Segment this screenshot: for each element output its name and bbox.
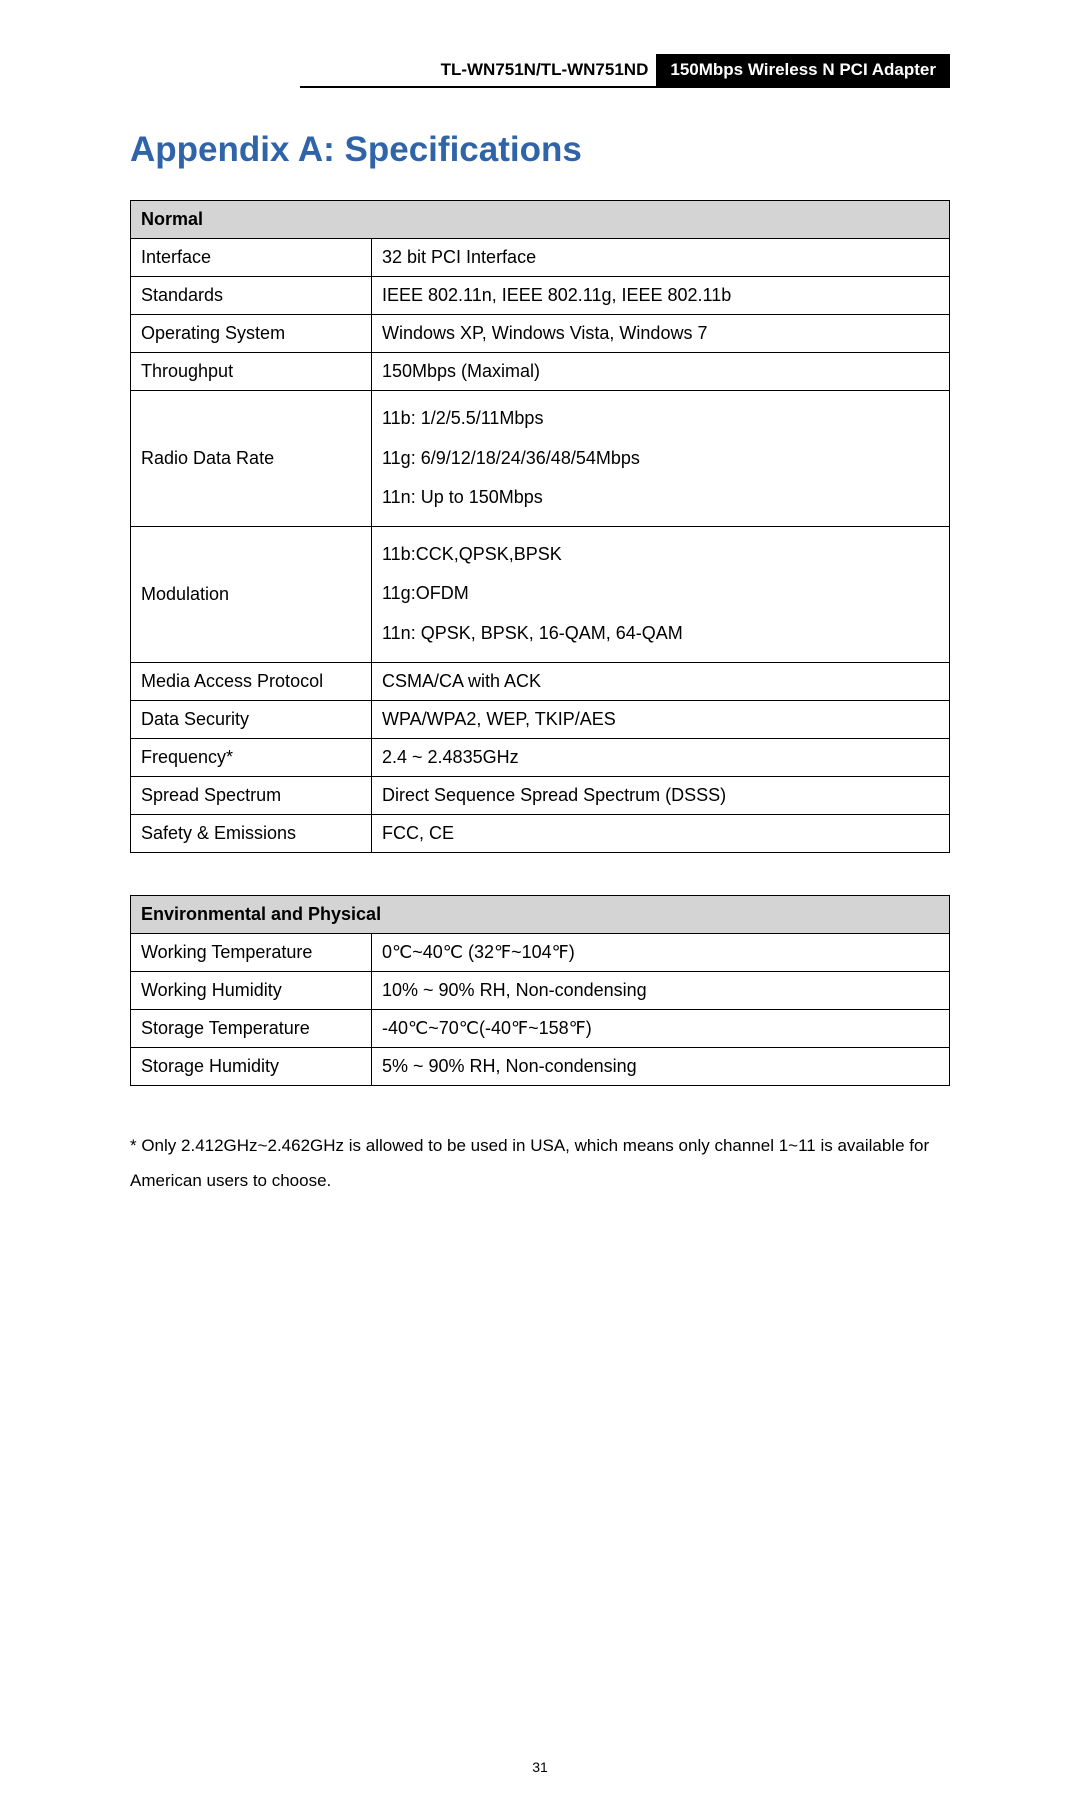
spec-value: -40℃~70℃(-40℉~158℉): [372, 1009, 950, 1047]
spec-value: IEEE 802.11n, IEEE 802.11g, IEEE 802.11b: [372, 277, 950, 315]
spec-value: Windows XP, Windows Vista, Windows 7: [372, 315, 950, 353]
spec-value: 10% ~ 90% RH, Non-condensing: [372, 971, 950, 1009]
table-row: Safety & EmissionsFCC, CE: [131, 814, 950, 852]
table-row: Throughput150Mbps (Maximal): [131, 353, 950, 391]
table-row: Working Temperature0℃~40℃ (32℉~104℉): [131, 933, 950, 971]
table-row: Storage Humidity5% ~ 90% RH, Non-condens…: [131, 1047, 950, 1085]
spec-label: Operating System: [131, 315, 372, 353]
spec-label: Radio Data Rate: [131, 391, 372, 527]
spec-label: Storage Temperature: [131, 1009, 372, 1047]
table-row: Storage Temperature-40℃~70℃(-40℉~158℉): [131, 1009, 950, 1047]
normal-spec-table: Normal Interface32 bit PCI InterfaceStan…: [130, 200, 950, 853]
footnote-text: * Only 2.412GHz~2.462GHz is allowed to b…: [130, 1128, 950, 1199]
spec-label: Modulation: [131, 526, 372, 662]
spec-label: Safety & Emissions: [131, 814, 372, 852]
spec-label: Working Humidity: [131, 971, 372, 1009]
table-row: Spread SpectrumDirect Sequence Spread Sp…: [131, 776, 950, 814]
spec-value: Direct Sequence Spread Spectrum (DSSS): [372, 776, 950, 814]
spec-value: CSMA/CA with ACK: [372, 662, 950, 700]
page-title: Appendix A: Specifications: [130, 130, 950, 170]
spec-label: Media Access Protocol: [131, 662, 372, 700]
table-row: Radio Data Rate11b: 1/2/5.5/11Mbps11g: 6…: [131, 391, 950, 527]
spec-value: 5% ~ 90% RH, Non-condensing: [372, 1047, 950, 1085]
spec-label: Storage Humidity: [131, 1047, 372, 1085]
table-row: Media Access ProtocolCSMA/CA with ACK: [131, 662, 950, 700]
spec-value: 11b: 1/2/5.5/11Mbps11g: 6/9/12/18/24/36/…: [372, 391, 950, 527]
spec-label: Throughput: [131, 353, 372, 391]
spec-label: Frequency*: [131, 738, 372, 776]
spec-value: 11b:CCK,QPSK,BPSK11g:OFDM11n: QPSK, BPSK…: [372, 526, 950, 662]
spec-value: FCC, CE: [372, 814, 950, 852]
spec-label: Spread Spectrum: [131, 776, 372, 814]
table-row: StandardsIEEE 802.11n, IEEE 802.11g, IEE…: [131, 277, 950, 315]
header-product: 150Mbps Wireless N PCI Adapter: [656, 54, 950, 86]
table-row: Operating SystemWindows XP, Windows Vist…: [131, 315, 950, 353]
table-row: Frequency*2.4 ~ 2.4835GHz: [131, 738, 950, 776]
table-row: Interface32 bit PCI Interface: [131, 239, 950, 277]
spec-value: 0℃~40℃ (32℉~104℉): [372, 933, 950, 971]
spec-value: 32 bit PCI Interface: [372, 239, 950, 277]
spec-label: Working Temperature: [131, 933, 372, 971]
spec-label: Standards: [131, 277, 372, 315]
table-row: Modulation11b:CCK,QPSK,BPSK11g:OFDM11n: …: [131, 526, 950, 662]
page-header: TL-WN751N/TL-WN751ND 150Mbps Wireless N …: [300, 54, 950, 88]
spec-value: WPA/WPA2, WEP, TKIP/AES: [372, 700, 950, 738]
header-model: TL-WN751N/TL-WN751ND: [300, 54, 656, 86]
spec-label: Data Security: [131, 700, 372, 738]
table-row: Data SecurityWPA/WPA2, WEP, TKIP/AES: [131, 700, 950, 738]
spec-label: Interface: [131, 239, 372, 277]
table-row: Working Humidity10% ~ 90% RH, Non-conden…: [131, 971, 950, 1009]
spec-value: 150Mbps (Maximal): [372, 353, 950, 391]
env-table-header: Environmental and Physical: [131, 895, 950, 933]
env-spec-table: Environmental and Physical Working Tempe…: [130, 895, 950, 1086]
page-number: 31: [0, 1759, 1080, 1795]
normal-table-header: Normal: [131, 201, 950, 239]
spec-value: 2.4 ~ 2.4835GHz: [372, 738, 950, 776]
